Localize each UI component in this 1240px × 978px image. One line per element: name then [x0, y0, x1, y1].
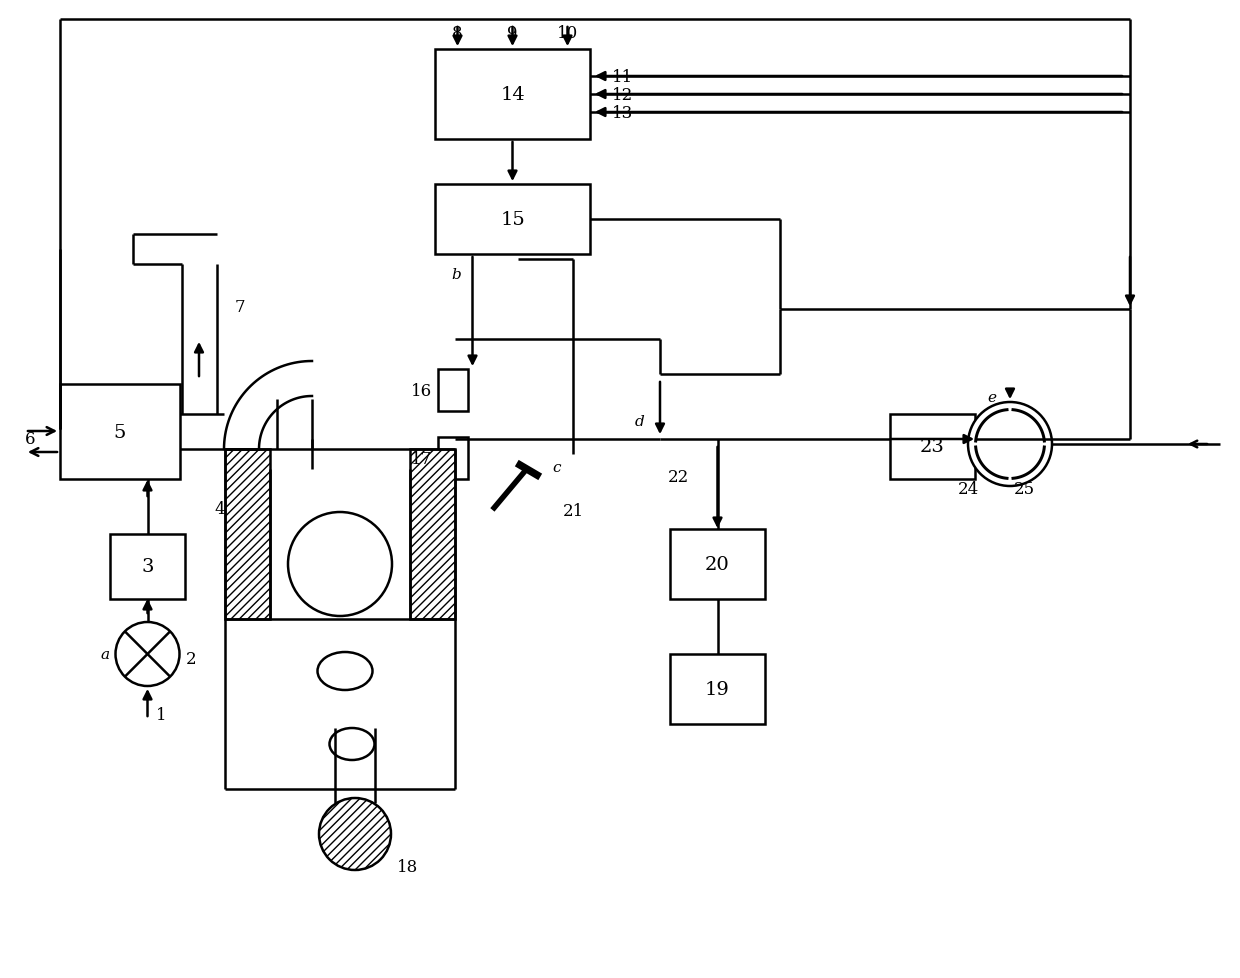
- Text: d: d: [635, 415, 645, 428]
- Text: 11: 11: [613, 68, 634, 85]
- Bar: [438, 437, 467, 479]
- Text: 1: 1: [155, 706, 166, 723]
- Text: 15: 15: [500, 211, 525, 229]
- Bar: [435, 50, 590, 140]
- Text: 14: 14: [500, 86, 525, 104]
- Text: c: c: [553, 461, 562, 474]
- Bar: [438, 370, 467, 412]
- Circle shape: [319, 798, 391, 870]
- Text: 9: 9: [507, 24, 518, 41]
- Text: 5: 5: [114, 423, 126, 441]
- Bar: [670, 654, 765, 725]
- Bar: [110, 534, 185, 600]
- Text: 21: 21: [563, 503, 584, 520]
- Text: 23: 23: [920, 438, 945, 456]
- Text: 2: 2: [186, 650, 196, 668]
- Text: 7: 7: [236, 299, 246, 316]
- Circle shape: [115, 622, 180, 687]
- Text: 12: 12: [613, 86, 634, 104]
- Text: 13: 13: [613, 105, 634, 121]
- Bar: [890, 415, 975, 479]
- Bar: [224, 450, 270, 619]
- Text: 4: 4: [215, 501, 226, 518]
- Text: 3: 3: [141, 557, 154, 576]
- Text: 24: 24: [957, 481, 978, 498]
- Text: e: e: [987, 390, 997, 405]
- Ellipse shape: [317, 652, 372, 690]
- Text: 19: 19: [706, 681, 730, 698]
- Text: 20: 20: [706, 556, 730, 573]
- Bar: [410, 450, 455, 619]
- Text: b: b: [451, 268, 461, 282]
- Circle shape: [968, 403, 1052, 486]
- Text: 18: 18: [397, 859, 418, 875]
- Text: 6: 6: [25, 431, 35, 448]
- Text: 25: 25: [1013, 481, 1034, 498]
- Bar: [435, 185, 590, 254]
- Text: 22: 22: [668, 469, 689, 486]
- Text: a: a: [100, 647, 110, 661]
- Text: 10: 10: [557, 24, 578, 41]
- Text: 16: 16: [410, 382, 432, 399]
- Bar: [670, 529, 765, 600]
- Text: 8: 8: [453, 24, 463, 41]
- Text: 17: 17: [410, 450, 432, 467]
- Circle shape: [288, 512, 392, 616]
- Bar: [60, 384, 180, 479]
- Ellipse shape: [330, 729, 374, 760]
